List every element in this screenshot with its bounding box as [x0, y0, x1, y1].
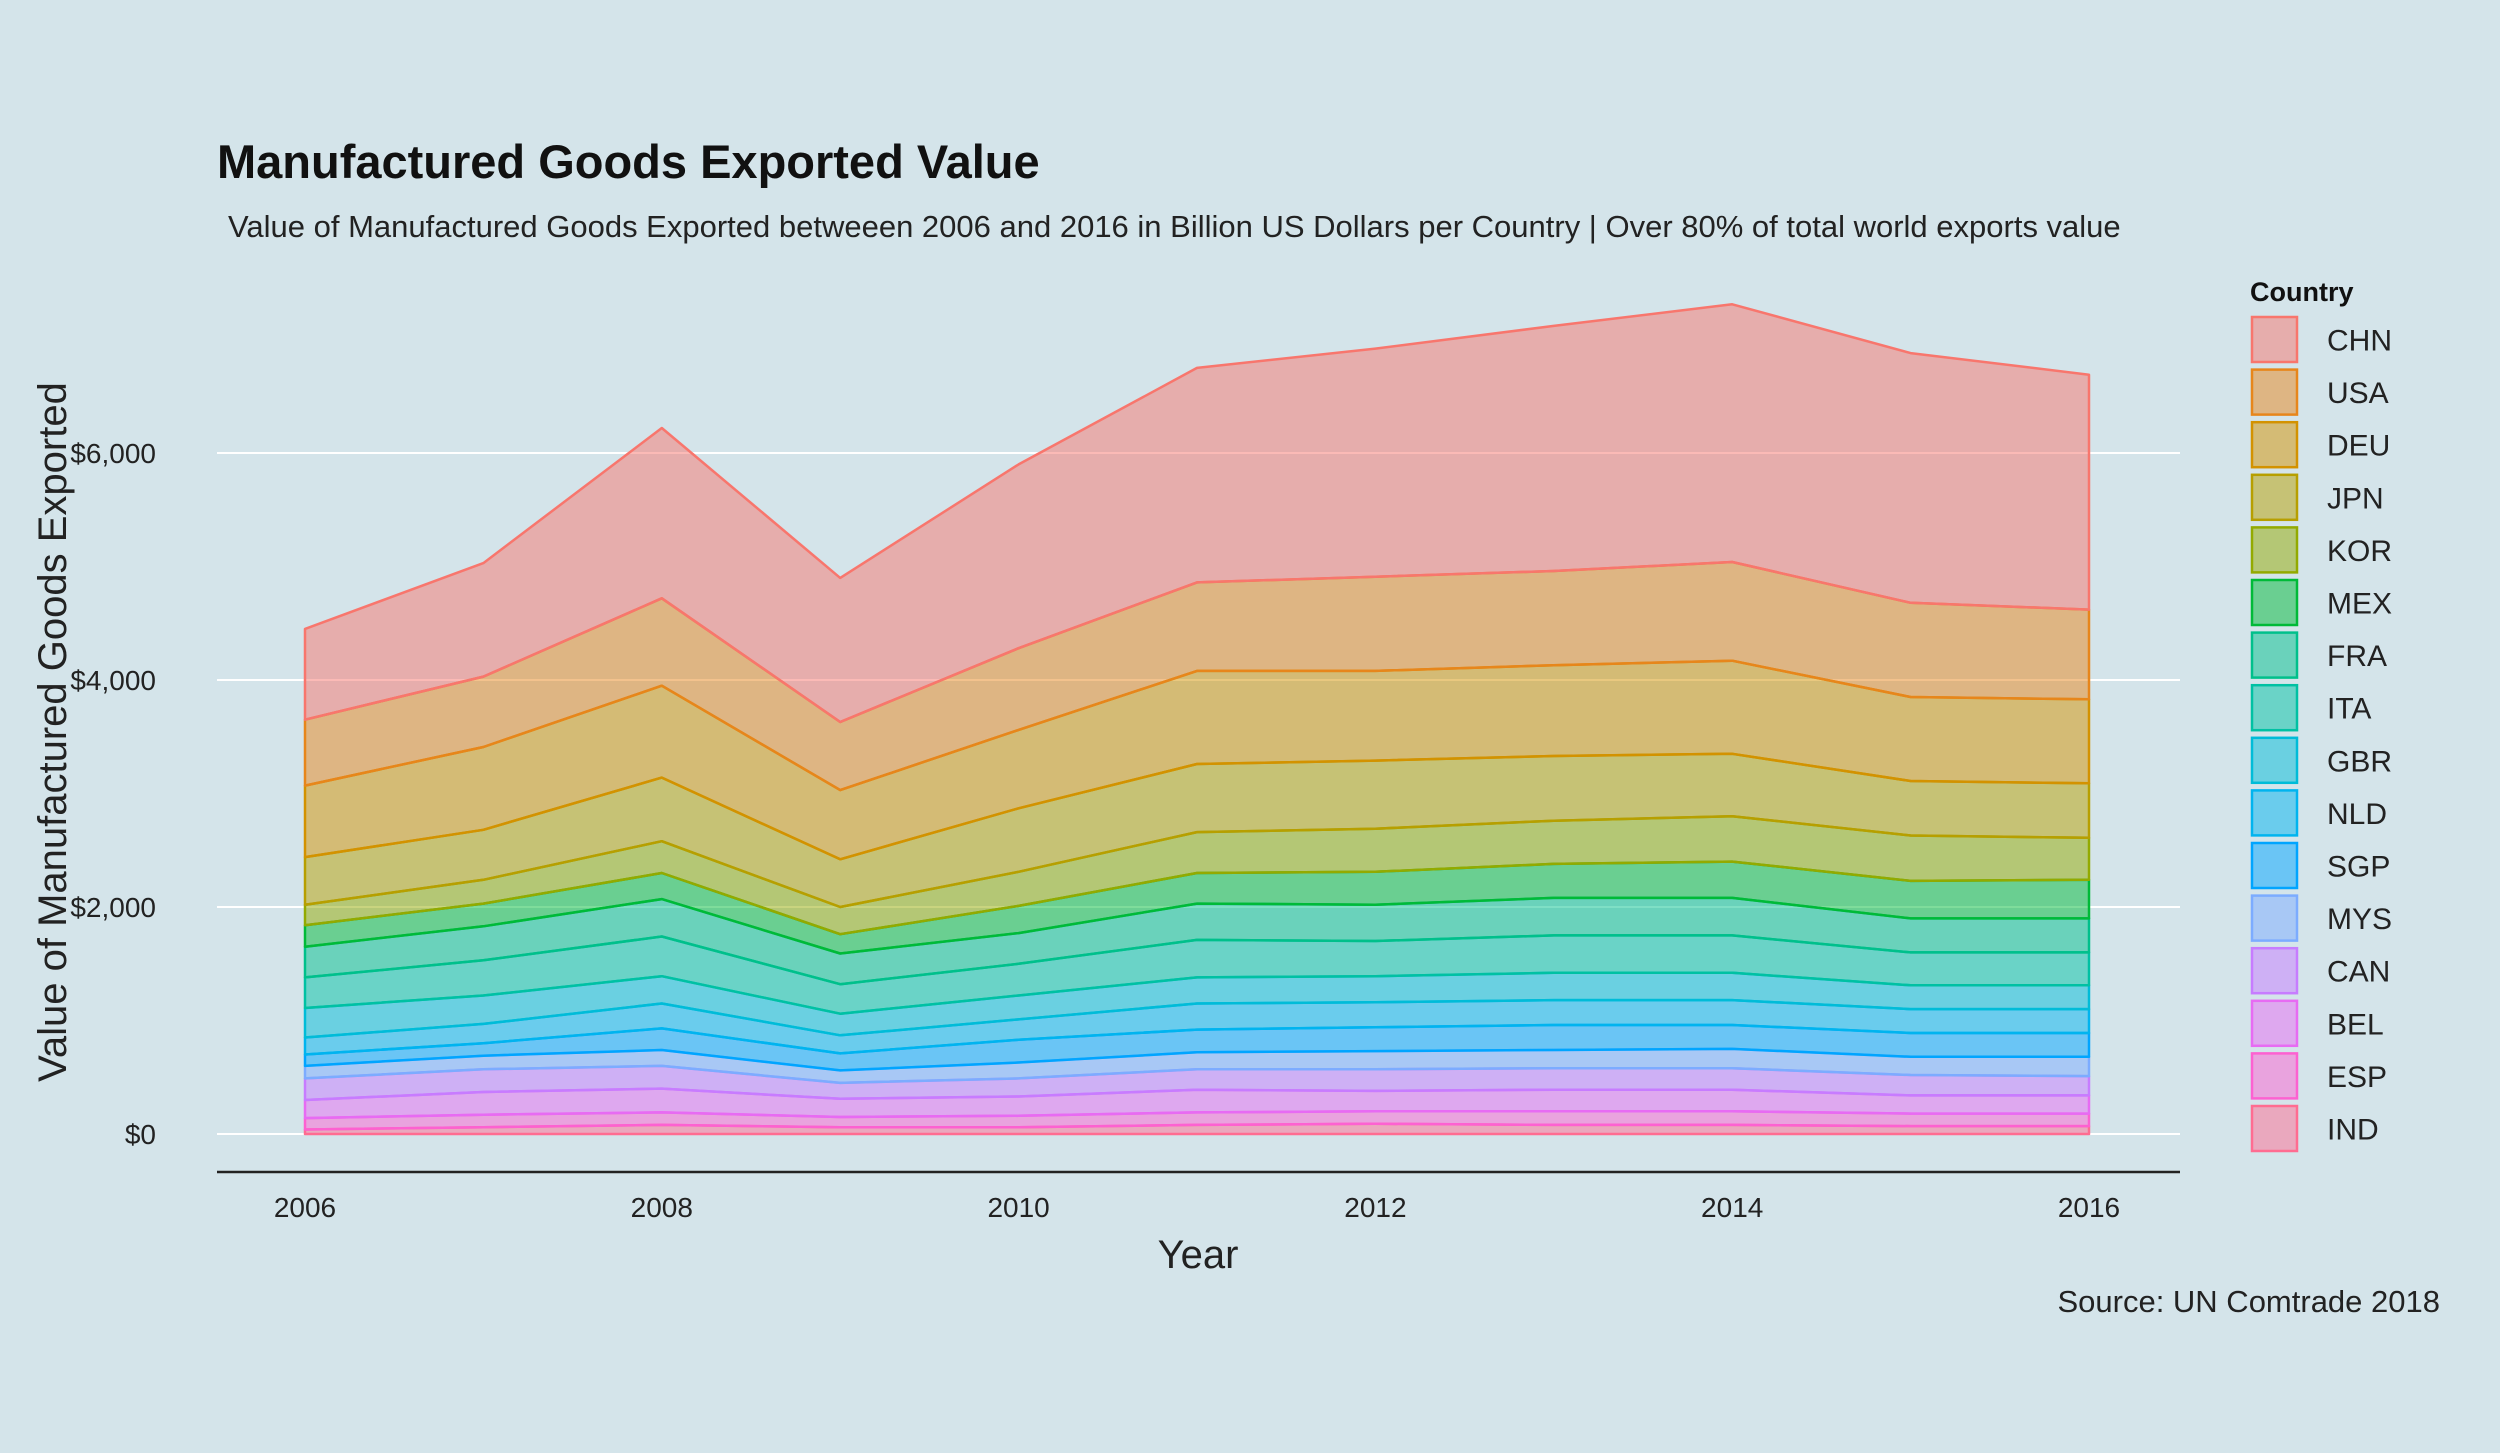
area-series-chn: [303, 303, 2091, 724]
legend-swatch-mys: [2250, 894, 2299, 942]
area-series: [303, 303, 2091, 1136]
x-tick-label: 2010: [987, 1192, 1049, 1223]
legend-swatch-sgp: [2250, 841, 2299, 890]
x-tick-label: 2014: [1701, 1192, 1763, 1223]
legend-label-usa: USA: [2327, 377, 2389, 410]
legend-label-can: CAN: [2327, 956, 2390, 989]
legend: CHN USA DEU JPN KOR MEX FRA ITA GBR NLD SGP MYS CAN B…: [2250, 315, 2392, 1153]
legend-swatch-fra: [2250, 631, 2299, 679]
legend-label-chn: CHN: [2327, 325, 2392, 358]
legend-label-ind: IND: [2327, 1114, 2379, 1147]
legend-swatch-bel: [2250, 999, 2299, 1048]
legend-swatch-mex: [2250, 578, 2299, 627]
legend-swatch-esp: [2250, 1052, 2299, 1100]
legend-label-mys: MYS: [2327, 903, 2392, 936]
y-tick-label: $0: [125, 1119, 156, 1150]
legend-label-jpn: JPN: [2327, 482, 2384, 515]
legend-label-deu: DEU: [2327, 430, 2390, 463]
x-tick-label: 2008: [631, 1192, 693, 1223]
legend-title: Country: [2250, 277, 2354, 307]
legend-swatch-ind: [2250, 1104, 2299, 1153]
legend-label-bel: BEL: [2327, 1008, 2384, 1041]
y-tick-label: $6,000: [70, 438, 156, 469]
y-axis-label: Value of Manufactured Goods Exported: [31, 382, 75, 1082]
x-tick-labels: 2006 2008 2010 2012 2014 2016: [274, 1192, 2120, 1223]
x-tick-label: 2016: [2058, 1192, 2120, 1223]
legend-label-fra: FRA: [2327, 640, 2387, 673]
x-tick-label: 2012: [1344, 1192, 1406, 1223]
y-tick-label: $4,000: [70, 665, 156, 696]
y-tick-label: $2,000: [70, 892, 156, 923]
chart-subtitle: Value of Manufactured Goods Exported bet…: [228, 209, 2121, 244]
legend-swatch-ita: [2250, 683, 2299, 732]
legend-swatch-usa: [2250, 368, 2299, 416]
y-tick-labels: $0 $2,000 $4,000 $6,000: [70, 438, 156, 1150]
legend-swatch-jpn: [2250, 473, 2299, 522]
x-tick-label: 2006: [274, 1192, 336, 1223]
legend-label-sgp: SGP: [2327, 851, 2390, 884]
legend-label-mex: MEX: [2327, 588, 2392, 621]
legend-swatch-deu: [2250, 420, 2299, 469]
legend-label-esp: ESP: [2327, 1061, 2387, 1094]
legend-label-gbr: GBR: [2327, 745, 2392, 778]
legend-swatch-chn: [2250, 315, 2299, 364]
x-axis-label: Year: [1158, 1233, 1239, 1277]
legend-label-ita: ITA: [2327, 693, 2371, 726]
chart-caption: Source: UN Comtrade 2018: [2057, 1284, 2440, 1319]
legend-swatch-nld: [2250, 789, 2299, 837]
legend-swatch-kor: [2250, 526, 2299, 574]
legend-label-nld: NLD: [2327, 798, 2387, 831]
legend-swatch-gbr: [2250, 736, 2299, 785]
chart-title: Manufactured Goods Exported Value: [217, 135, 1040, 188]
legend-label-kor: KOR: [2327, 535, 2392, 568]
legend-swatch-can: [2250, 946, 2299, 995]
